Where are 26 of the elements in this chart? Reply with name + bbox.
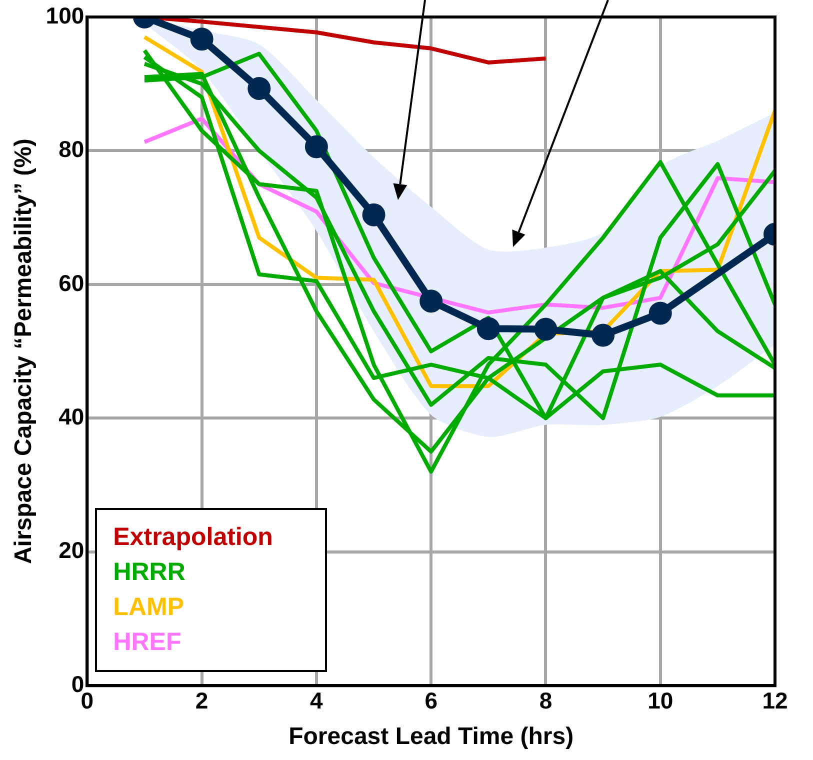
text: Extrapolation — [113, 522, 274, 553]
y-tick-label: 60 — [58, 270, 84, 296]
point — [592, 324, 615, 347]
x-tick-label: 12 — [762, 688, 788, 714]
x-axis-title: Forecast Lead Time (hrs) — [288, 723, 574, 750]
y-axis-title: Airspace Capacity “Permeability” (%) — [10, 138, 38, 564]
point — [362, 203, 386, 226]
y-tick-label: 80 — [58, 136, 84, 162]
x-tick-label: 2 — [195, 688, 208, 714]
x-tick-label: 8 — [539, 688, 552, 714]
x-tick-label: 4 — [310, 688, 324, 714]
y-tick-label: 20 — [58, 537, 84, 564]
text: LAMP — [113, 592, 185, 623]
x-tick-label: 10 — [648, 688, 674, 714]
y-tick-label: 40 — [58, 404, 84, 430]
text: HREF — [113, 626, 182, 658]
point — [248, 77, 271, 100]
point — [190, 28, 214, 51]
x-tick-label: 6 — [424, 688, 438, 714]
y-tick-label: 100 — [46, 2, 84, 28]
point — [534, 318, 558, 341]
point — [648, 302, 672, 325]
text: HRRR — [113, 556, 186, 588]
point — [420, 290, 443, 313]
point — [304, 135, 328, 158]
point — [476, 317, 500, 340]
